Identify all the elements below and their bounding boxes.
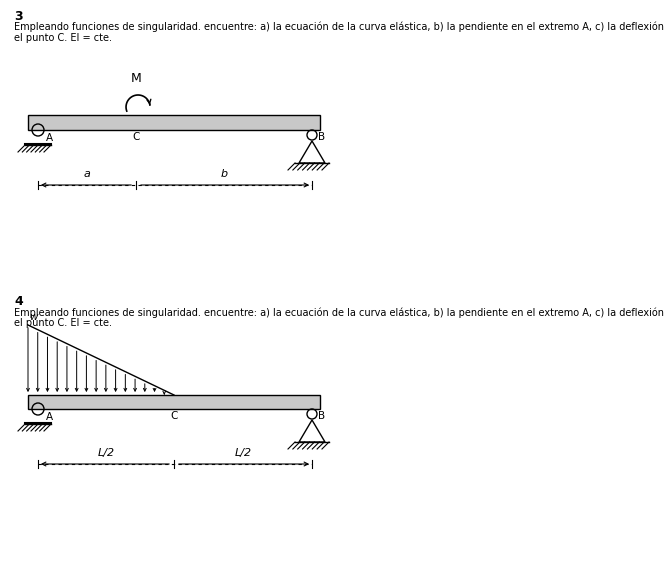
Text: 3: 3 [14, 10, 23, 23]
Text: el punto C. EI = cte.: el punto C. EI = cte. [14, 33, 112, 43]
Text: a: a [83, 169, 91, 179]
Text: A: A [46, 133, 53, 143]
Text: Empleando funciones de singularidad. encuentre: a) la ecuación de la curva elást: Empleando funciones de singularidad. enc… [14, 307, 667, 317]
Text: L/2: L/2 [234, 448, 251, 458]
Text: C: C [132, 132, 139, 142]
Text: L/2: L/2 [97, 448, 115, 458]
Text: B: B [318, 132, 325, 142]
Text: el punto C. EI = cte.: el punto C. EI = cte. [14, 318, 112, 328]
Text: Empleando funciones de singularidad. encuentre: a) la ecuación de la curva elást: Empleando funciones de singularidad. enc… [14, 22, 667, 33]
FancyBboxPatch shape [28, 395, 320, 409]
Text: B: B [318, 411, 325, 421]
FancyBboxPatch shape [28, 115, 320, 130]
Text: M: M [131, 72, 141, 85]
Text: w: w [29, 312, 37, 322]
Text: 4: 4 [14, 295, 23, 308]
Text: A: A [46, 412, 53, 422]
Text: b: b [221, 169, 227, 179]
Text: C: C [170, 411, 177, 421]
